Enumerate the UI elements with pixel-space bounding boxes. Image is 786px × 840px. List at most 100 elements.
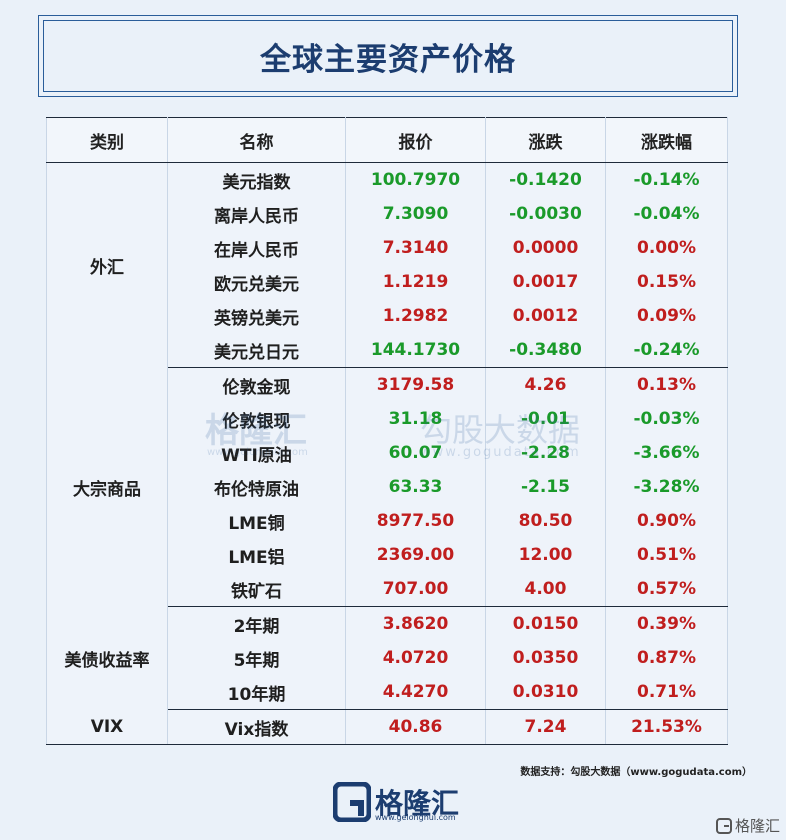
header-name: 名称 <box>167 117 346 163</box>
name-cell: 欧元兑美元 <box>167 265 346 299</box>
change-cell: 0.0310 <box>485 675 606 710</box>
change-pct-cell: -3.28% <box>605 470 728 504</box>
table-row: LME铜 8977.50 80.50 0.90% <box>47 504 728 538</box>
source-note: 数据支持：勾股大数据（www.gogudata.com） <box>520 767 752 778</box>
logo-g-icon <box>333 782 371 822</box>
change-pct-cell: 0.09% <box>605 299 728 333</box>
price-cell: 100.7970 <box>345 162 486 197</box>
name-cell: 伦敦银现 <box>167 402 346 436</box>
price-cell: 8977.50 <box>345 504 486 538</box>
name-cell: Vix指数 <box>167 709 346 745</box>
asset-price-table: 类别 名称 报价 涨跌 涨跌幅 外汇 美元指数 100.7970 -0.1420 -0.… <box>46 117 728 745</box>
name-cell: LME铜 <box>167 504 346 538</box>
table-header-row: 类别 名称 报价 涨跌 涨跌幅 <box>46 117 728 163</box>
price-cell: 4.0720 <box>345 641 486 675</box>
table-row: 外汇 美元指数 100.7970 -0.1420 -0.14% <box>46 162 728 368</box>
change-pct-cell: 0.39% <box>605 606 728 641</box>
price-cell: 63.33 <box>345 470 486 504</box>
change-cell: 4.00 <box>485 572 606 607</box>
change-cell: 0.0350 <box>485 641 606 675</box>
name-cell: 英镑兑美元 <box>167 299 346 333</box>
price-cell: 144.1730 <box>345 333 486 368</box>
table-row: 欧元兑美元 1.1219 0.0017 0.15% <box>47 265 728 299</box>
change-cell: -0.1420 <box>485 162 606 197</box>
name-cell: 铁矿石 <box>167 572 346 607</box>
corner-text: 格隆汇 <box>734 817 780 835</box>
change-pct-cell: 21.53% <box>605 709 728 745</box>
change-cell: -0.3480 <box>485 333 606 368</box>
price-cell: 1.2982 <box>345 299 486 333</box>
change-cell: -2.28 <box>485 436 606 470</box>
name-cell: LME铝 <box>167 538 346 572</box>
change-pct-cell: 0.57% <box>605 572 728 607</box>
name-cell: 布伦特原油 <box>167 470 346 504</box>
change-pct-cell: 0.51% <box>605 538 728 572</box>
category-cell: 外汇 <box>46 162 168 368</box>
price-cell: 40.86 <box>345 709 486 745</box>
change-cell: 4.26 <box>485 367 606 402</box>
table-body: 外汇 美元指数 100.7970 -0.1420 -0.14% 离岸人民币 7.3090 -0… <box>46 162 728 745</box>
change-pct-cell: -0.03% <box>605 402 728 436</box>
name-cell: WTI原油 <box>167 436 346 470</box>
change-cell: 0.0017 <box>485 265 606 299</box>
table-row: 5年期 4.0720 0.0350 0.87% <box>47 641 728 675</box>
logo-url: www.gelonghui.com <box>375 813 456 822</box>
price-cell: 3.8620 <box>345 606 486 641</box>
category-cell: VIX <box>46 709 168 745</box>
logo-text: 格隆汇 <box>375 787 460 820</box>
table-row: VIX Vix指数 40.86 7.24 21.53% <box>46 709 728 745</box>
title-frame: 全球主要资产价格 <box>38 15 738 97</box>
price-cell: 7.3090 <box>345 197 486 231</box>
table-row: 在岸人民币 7.3140 0.0000 0.00% <box>47 231 728 265</box>
change-pct-cell: -0.14% <box>605 162 728 197</box>
price-cell: 3179.58 <box>345 367 486 402</box>
change-cell: 80.50 <box>485 504 606 538</box>
table-row: 大宗商品 伦敦金现 3179.58 4.26 0.13% <box>46 367 728 607</box>
table-row: 铁矿石 707.00 4.00 0.57% <box>47 572 728 607</box>
change-cell: -2.15 <box>485 470 606 504</box>
price-cell: 31.18 <box>345 402 486 436</box>
table-row: 伦敦银现 31.18 -0.01 -0.03% <box>47 402 728 436</box>
change-cell: 0.0150 <box>485 606 606 641</box>
change-cell: -0.01 <box>485 402 606 436</box>
price-cell: 1.1219 <box>345 265 486 299</box>
table-row: 10年期 4.4270 0.0310 0.71% <box>47 675 728 710</box>
name-cell: 2年期 <box>167 606 346 641</box>
change-cell: 12.00 <box>485 538 606 572</box>
name-cell: 在岸人民币 <box>167 231 346 265</box>
table-row: 布伦特原油 63.33 -2.15 -3.28% <box>47 470 728 504</box>
header-category: 类别 <box>46 117 168 163</box>
header-change-pct: 涨跌幅 <box>605 117 728 163</box>
category-cell: 大宗商品 <box>46 367 168 607</box>
change-pct-cell: 0.15% <box>605 265 728 299</box>
name-cell: 美元兑日元 <box>167 333 346 368</box>
change-cell: 7.24 <box>485 709 606 745</box>
price-cell: 707.00 <box>345 572 486 607</box>
price-cell: 2369.00 <box>345 538 486 572</box>
change-pct-cell: 0.00% <box>605 231 728 265</box>
change-pct-cell: 0.71% <box>605 675 728 710</box>
name-cell: 离岸人民币 <box>167 197 346 231</box>
name-cell: 美元指数 <box>167 162 346 197</box>
table-row: 离岸人民币 7.3090 -0.0030 -0.04% <box>47 197 728 231</box>
table-row: LME铝 2369.00 12.00 0.51% <box>47 538 728 572</box>
table-row: 英镑兑美元 1.2982 0.0012 0.09% <box>47 299 728 333</box>
name-cell: 10年期 <box>167 675 346 710</box>
price-cell: 60.07 <box>345 436 486 470</box>
price-cell: 4.4270 <box>345 675 486 710</box>
change-pct-cell: -0.04% <box>605 197 728 231</box>
page-title: 全球主要资产价格 <box>260 41 516 78</box>
corner-g-icon <box>715 817 732 834</box>
change-pct-cell: -0.24% <box>605 333 728 368</box>
footer-logo: 格隆汇 www.gelonghui.com <box>333 782 463 822</box>
change-cell: 0.0000 <box>485 231 606 265</box>
table-row: 美元兑日元 144.1730 -0.3480 -0.24% <box>47 333 728 368</box>
corner-watermark: 格隆汇 <box>715 815 780 836</box>
change-pct-cell: 0.13% <box>605 367 728 402</box>
price-cell: 7.3140 <box>345 231 486 265</box>
header-price: 报价 <box>345 117 486 163</box>
change-cell: 0.0012 <box>485 299 606 333</box>
table-row: 美债收益率 2年期 3.8620 0.0150 0.39% <box>46 606 728 710</box>
change-pct-cell: 0.87% <box>605 641 728 675</box>
title-inner-frame: 全球主要资产价格 <box>43 20 733 92</box>
